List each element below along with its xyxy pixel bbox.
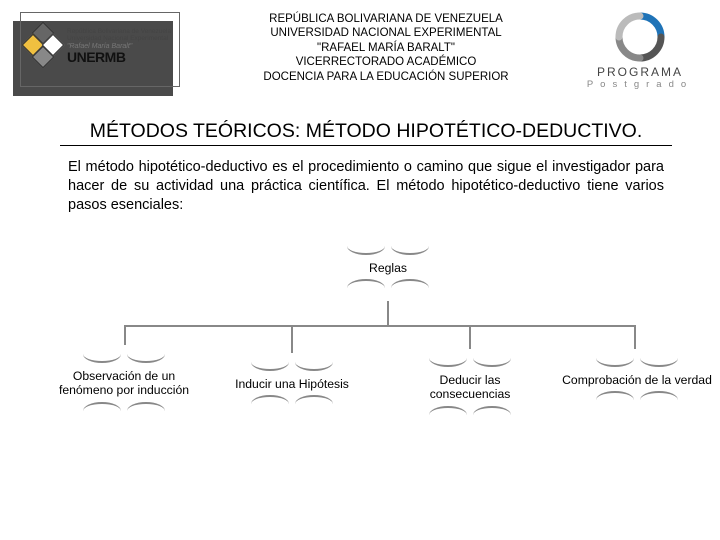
logo-diamond-icon: [25, 19, 63, 75]
diagram-connector-v: [124, 325, 126, 345]
logo-micro2: Universidad Nacional Experimental: [67, 35, 171, 42]
header-line-3: VICERRECTORADO ACADÉMICO: [198, 55, 574, 69]
diagram-connector-v: [291, 325, 293, 353]
logo-text: República Bolivariana de Venezuela Unive…: [67, 28, 171, 65]
diagram-child-node: Inducir una Hipótesis: [222, 353, 362, 416]
header-line-2: "RAFAEL MARÍA BARALT": [198, 41, 574, 55]
ring-icon: [615, 12, 665, 62]
hierarchy-diagram: Reglas Observación de un fenómeno por ind…: [0, 225, 720, 465]
diagram-root-node: Reglas: [338, 237, 438, 300]
diagram-node-label: Comprobación de la verdad: [562, 369, 712, 392]
diagram-connector-v: [469, 325, 471, 349]
header-institution: REPÚBLICA BOLIVARIANA DE VENEZUELA UNIVE…: [192, 12, 580, 84]
logo-micro1: República Bolivariana de Venezuela: [67, 28, 171, 35]
section-body: El método hipotético-deductivo es el pro…: [60, 158, 672, 215]
logo-left: República Bolivariana de Venezuela Unive…: [20, 12, 180, 87]
header-line-4: DOCENCIA PARA LA EDUCACIÓN SUPERIOR: [198, 70, 574, 84]
diagram-child-node: Observación de un fenómeno por inducción: [54, 345, 194, 422]
header-line-0: REPÚBLICA BOLIVARIANA DE VENEZUELA: [198, 12, 574, 26]
diagram-child-node: Comprobación de la verdad: [562, 349, 712, 412]
programa-l2: Postgrado: [580, 79, 700, 90]
diagram-child-node: Deducir las consecuencias: [400, 349, 540, 426]
diagram-node-label: Reglas: [338, 257, 438, 280]
diagram-connector-v: [387, 301, 389, 325]
main-section: MÉTODOS TEÓRICOS: MÉTODO HIPOTÉTICO-DEDU…: [0, 98, 720, 215]
diagram-connector-h: [124, 325, 634, 327]
diagram-node-label: Inducir una Hipótesis: [222, 373, 362, 396]
programa-l1: PROGRAMA: [580, 65, 700, 79]
header-line-1: UNIVERSIDAD NACIONAL EXPERIMENTAL: [198, 26, 574, 40]
header: República Bolivariana de Venezuela Unive…: [0, 0, 720, 98]
diagram-connector-v: [634, 325, 636, 349]
diagram-node-label: Observación de un fenómeno por inducción: [54, 365, 194, 402]
logo-acronym: UNERMB: [67, 50, 171, 65]
diagram-node-label: Deducir las consecuencias: [400, 369, 540, 406]
section-title: MÉTODOS TEÓRICOS: MÉTODO HIPOTÉTICO-DEDU…: [60, 120, 672, 146]
logo-right: PROGRAMA Postgrado: [580, 12, 700, 90]
